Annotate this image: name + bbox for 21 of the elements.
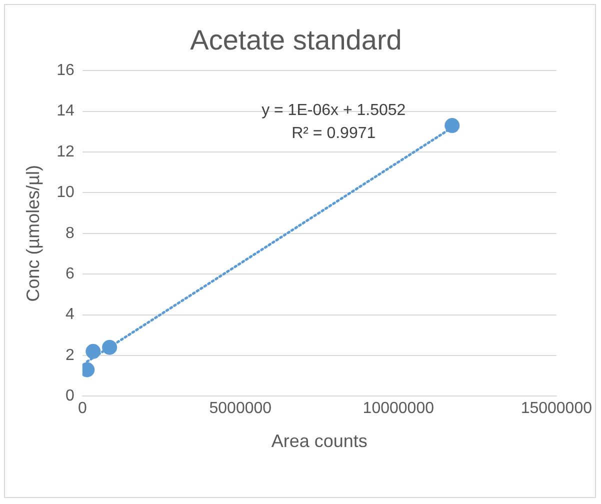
y-tick-label: 16 xyxy=(56,62,74,80)
annotation: y = 1E-06x + 1.5052 xyxy=(262,102,406,120)
x-tick-label: 0 xyxy=(78,400,87,418)
y-axis-title: Conc (µmoles/µl) xyxy=(22,165,43,302)
y-tick-label: 2 xyxy=(65,346,74,364)
point xyxy=(444,118,460,134)
y-tick-label: 10 xyxy=(56,184,74,202)
point xyxy=(86,344,101,359)
x-tick-label: 15000000 xyxy=(520,400,592,418)
x-tick-label: 5000000 xyxy=(209,400,272,418)
point xyxy=(102,340,118,355)
y-tick-label: 12 xyxy=(56,143,74,160)
y-tick-label: 6 xyxy=(65,266,74,283)
annotation: R² = 0.9971 xyxy=(292,125,376,142)
y-tick-label: 4 xyxy=(65,306,74,324)
y-tick-label: 0 xyxy=(65,388,74,405)
x-tick-label: 10000000 xyxy=(362,400,434,418)
y-tick-label: 14 xyxy=(56,102,74,120)
chart-title: Acetate standard xyxy=(190,24,402,56)
y-tick-label: 8 xyxy=(65,224,74,242)
x-axis-title: Area counts xyxy=(271,431,368,452)
